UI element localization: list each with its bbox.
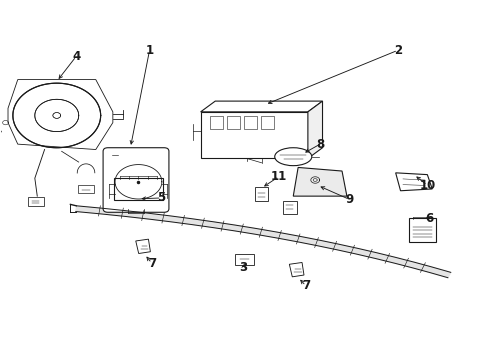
Text: 7: 7 (301, 279, 309, 292)
FancyBboxPatch shape (255, 187, 267, 201)
Polygon shape (200, 101, 322, 112)
Ellipse shape (274, 148, 311, 166)
Polygon shape (8, 80, 113, 149)
Text: 2: 2 (393, 44, 401, 57)
FancyBboxPatch shape (226, 116, 240, 129)
FancyBboxPatch shape (114, 178, 163, 200)
Polygon shape (395, 173, 431, 191)
Polygon shape (293, 167, 346, 196)
FancyBboxPatch shape (244, 116, 257, 129)
FancyBboxPatch shape (261, 116, 274, 129)
Text: 10: 10 (418, 179, 435, 192)
Polygon shape (289, 262, 304, 277)
Polygon shape (307, 101, 322, 158)
Text: 9: 9 (345, 193, 353, 206)
Text: 8: 8 (315, 138, 324, 150)
Polygon shape (200, 112, 307, 158)
Text: 3: 3 (239, 261, 247, 274)
FancyBboxPatch shape (408, 219, 435, 242)
Text: 6: 6 (425, 212, 433, 225)
Polygon shape (76, 206, 450, 278)
FancyBboxPatch shape (28, 197, 43, 206)
FancyBboxPatch shape (78, 185, 94, 193)
Text: 7: 7 (147, 257, 156, 270)
FancyBboxPatch shape (209, 116, 223, 129)
FancyBboxPatch shape (235, 253, 253, 265)
FancyBboxPatch shape (282, 201, 296, 214)
Polygon shape (136, 239, 150, 253)
Text: 1: 1 (145, 44, 153, 57)
FancyBboxPatch shape (103, 148, 168, 212)
Text: 4: 4 (72, 50, 80, 63)
Text: 5: 5 (157, 192, 165, 204)
Text: 11: 11 (270, 170, 286, 183)
